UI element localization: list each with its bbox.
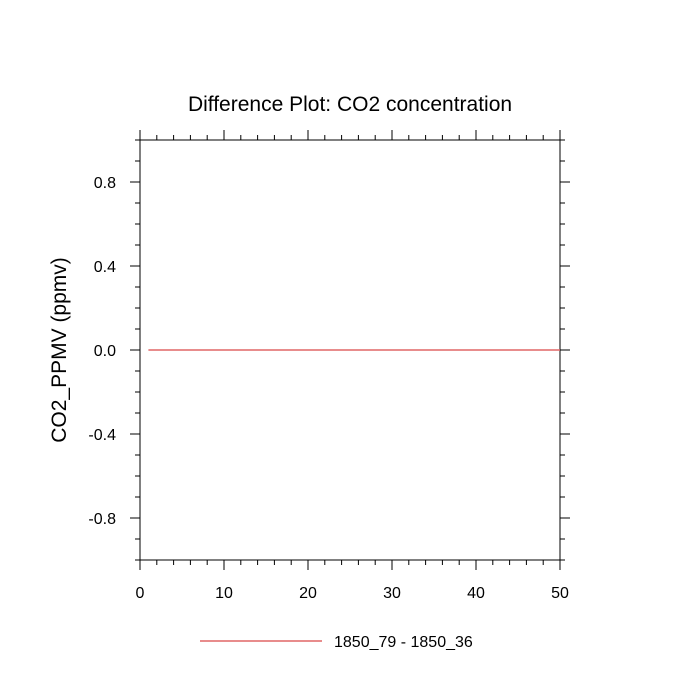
- y-tick-label: -0.8: [88, 511, 116, 528]
- y-axis-label: CO2_PPMV (ppmv): [48, 257, 71, 443]
- x-axis: 0 10 20 30 40 50: [136, 130, 569, 602]
- x-tick-label: 30: [383, 585, 401, 602]
- x-tick-label: 20: [299, 585, 317, 602]
- chart-title: Difference Plot: CO2 concentration: [188, 93, 512, 116]
- x-tick-label: 0: [136, 585, 145, 602]
- y-tick-label: 0.4: [94, 259, 116, 276]
- legend: 1850_79 - 1850_36: [200, 634, 473, 651]
- y-tick-label: -0.4: [88, 427, 116, 444]
- y-tick-label: 0.0: [94, 343, 116, 360]
- x-tick-label: 10: [215, 585, 233, 602]
- x-tick-label: 40: [467, 585, 485, 602]
- x-tick-label: 50: [551, 585, 569, 602]
- y-tick-label: 0.8: [94, 175, 116, 192]
- y-axis: -0.8 -0.4 0.0 0.4 0.8: [88, 139, 570, 561]
- legend-label: 1850_79 - 1850_36: [334, 634, 473, 651]
